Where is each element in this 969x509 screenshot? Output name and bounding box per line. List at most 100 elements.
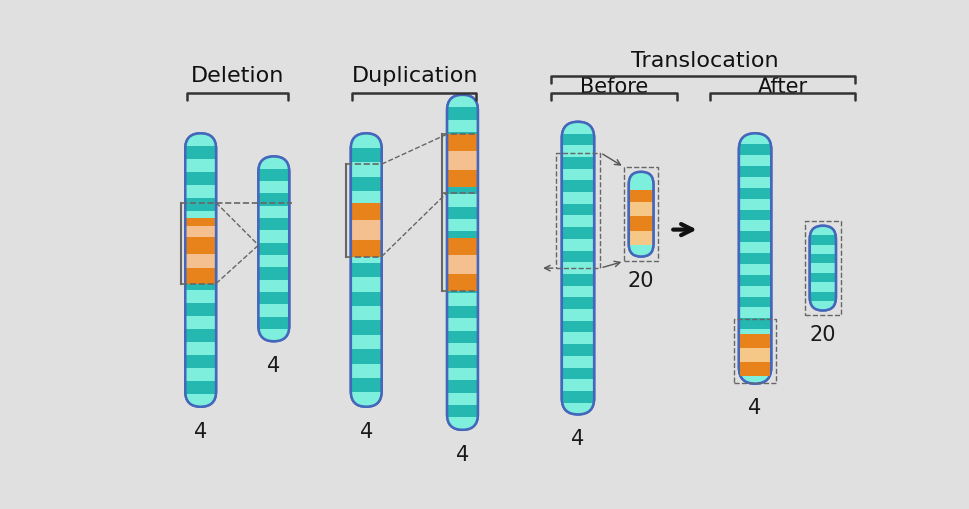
Bar [448,331,477,343]
Bar [562,146,593,158]
Bar [351,306,381,321]
Bar [562,134,593,146]
Bar [448,207,477,219]
Bar [448,182,477,195]
Text: Deletion: Deletion [191,66,284,86]
Bar [448,256,477,275]
Bar [448,281,477,294]
Bar [448,135,477,152]
Bar [448,244,477,257]
Bar [448,171,477,188]
Bar [351,163,381,177]
Bar [351,204,381,221]
Bar [448,232,477,244]
Bar [562,274,593,286]
Bar [739,221,769,232]
Bar [186,269,215,284]
Bar [448,306,477,319]
Text: 4: 4 [266,355,280,375]
Bar [739,334,769,349]
Bar [629,173,652,257]
Bar [351,149,381,163]
Bar [810,301,834,311]
Bar [448,257,477,269]
Bar [448,405,477,417]
Bar [448,219,477,232]
Bar [739,134,769,145]
Bar [739,329,769,341]
Bar [448,319,477,331]
Bar [186,225,215,238]
Bar [562,239,593,251]
Bar [186,277,215,290]
Bar [351,392,381,407]
Bar [810,227,834,236]
Text: 4: 4 [359,421,372,441]
Bar [562,158,593,169]
FancyBboxPatch shape [447,96,478,430]
Bar [186,219,215,227]
Bar [351,378,381,392]
Bar [629,203,652,216]
Bar [259,317,288,329]
Bar [562,286,593,298]
Bar [562,228,593,239]
Text: Translocation: Translocation [631,51,778,71]
Bar [739,362,769,373]
FancyBboxPatch shape [351,134,381,407]
Bar [351,221,381,240]
Bar [448,158,477,170]
Bar [739,199,769,210]
FancyBboxPatch shape [809,227,835,311]
Bar [186,134,215,147]
Bar [562,192,593,204]
Bar [448,380,477,393]
Bar [351,350,381,364]
Bar [810,273,834,282]
Bar [448,275,477,292]
Bar [739,232,769,243]
Bar [351,263,381,278]
Bar [448,269,477,281]
Bar [448,393,477,405]
Bar [562,263,593,274]
Text: 4: 4 [748,398,761,418]
Bar [186,342,215,355]
Bar [629,232,652,245]
Bar [739,308,769,319]
Bar [739,349,769,362]
Bar [351,364,381,378]
Bar [259,206,288,219]
Bar [448,145,477,158]
Bar [186,264,215,277]
Bar [186,147,215,160]
Bar [739,243,769,253]
Bar [810,254,834,264]
Bar [186,394,215,407]
Text: After: After [757,76,807,96]
Bar [351,134,381,149]
Bar [739,178,769,188]
Bar [351,321,381,335]
Bar [186,227,215,238]
Bar [259,182,288,194]
Bar [562,321,593,333]
Bar [259,219,288,231]
Bar [351,206,381,220]
Bar [562,123,593,134]
Bar [186,290,215,303]
Bar [810,264,834,273]
Bar [186,355,215,368]
Bar [739,156,769,166]
Bar [562,391,593,403]
Bar [351,249,381,263]
Bar [739,373,769,384]
Bar [186,316,215,329]
Bar [739,188,769,199]
Bar [259,169,288,182]
Bar [186,303,215,316]
Bar [448,170,477,182]
Bar [562,309,593,321]
Bar [562,333,593,345]
Bar [186,254,215,269]
